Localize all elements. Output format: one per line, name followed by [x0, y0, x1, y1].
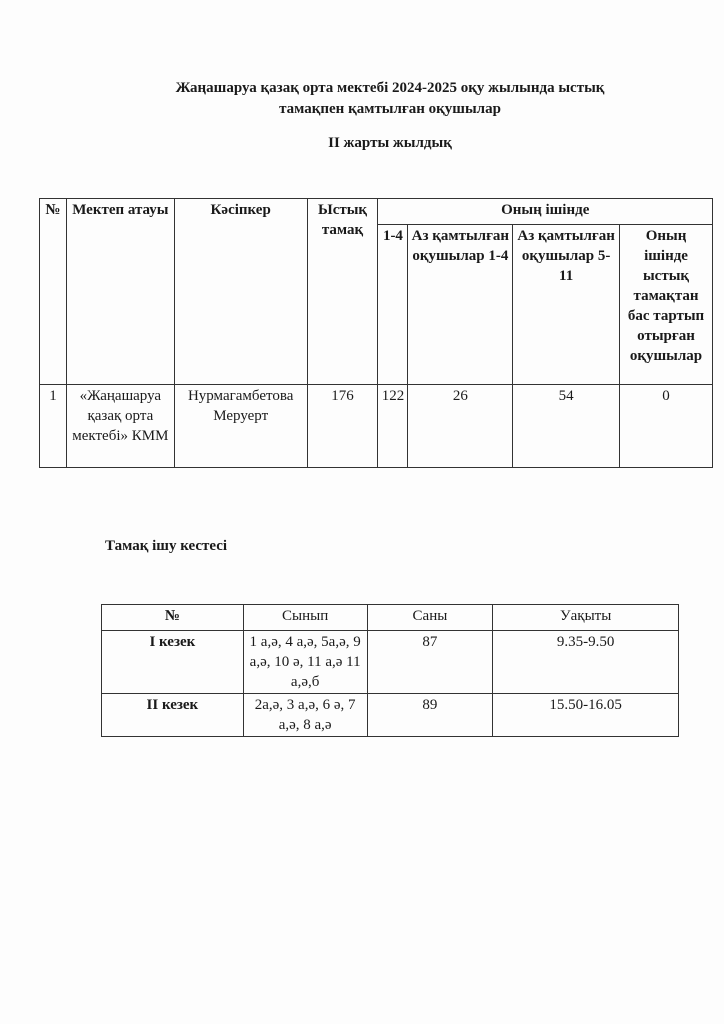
subheader-1-4: 1-4 — [377, 224, 409, 385]
section2-title: Тамақ ішу кестесі — [105, 538, 228, 554]
meal-schedule-table: № Сынып Саны Уақыты I кезек 1 а,ә, 4 а,ә… — [101, 604, 679, 737]
cell-classes: 2а,ә, 3 а,ә, 6 ә, 7 а,ә, 8 а,ә — [242, 693, 368, 737]
title-line-1: Жаңашаруа қазақ орта мектебі 2024-2025 о… — [175, 80, 605, 96]
cell-classes: 1 а,ә, 4 а,ә, 5а,ә, 9 а,ә, 10 ә, 11 а,ә … — [242, 630, 368, 694]
title-line-2: тамақпен қамтылған оқушылар — [279, 101, 501, 117]
subtitle: II жарты жылдық — [328, 135, 452, 151]
hot-meals-table: № Мектеп атауы Кәсіпкер Ыстық тамақ Оның… — [39, 198, 713, 468]
cell-1-4: 122 — [377, 384, 409, 468]
header-entrepreneur: Кәсіпкер — [173, 198, 308, 385]
header-class: Сынып — [242, 604, 368, 631]
cell-refused: 0 — [619, 384, 713, 468]
header-number: № — [39, 198, 67, 385]
cell-time: 15.50-16.05 — [492, 693, 679, 737]
cell-hot-meal: 176 — [306, 384, 379, 468]
header-number: № — [101, 604, 244, 631]
header-hot-meal: Ыстық тамақ — [306, 198, 379, 385]
cell-time: 9.35-9.50 — [492, 630, 679, 694]
cell-low-income-5-11: 54 — [512, 384, 621, 468]
table-row: 1 «Жаңашаруа қазақ орта мектебі» КММ Нур… — [39, 384, 713, 468]
cell-count: 87 — [366, 630, 494, 694]
cell-number: 1 — [39, 384, 67, 468]
table-row: II кезек 2а,ә, 3 а,ә, 6 ә, 7 а,ә, 8 а,ә … — [101, 693, 679, 737]
header-school-name: Мектеп атауы — [65, 198, 175, 385]
header-time: Уақыты — [492, 604, 679, 631]
cell-shift: I кезек — [101, 630, 244, 694]
cell-school: «Жаңашаруа қазақ орта мектебі» КММ — [65, 384, 175, 468]
table-row: I кезек 1 а,ә, 4 а,ә, 5а,ә, 9 а,ә, 10 ә,… — [101, 630, 679, 694]
cell-shift: II кезек — [101, 693, 244, 737]
cell-entrepreneur: Нурмагамбетова Меруерт — [173, 384, 308, 468]
cell-low-income-1-4: 26 — [407, 384, 514, 468]
header-of-which: Оның ішінде — [377, 198, 713, 225]
subheader-low-income-5-11: Аз қамтылған оқушылар 5-11 — [512, 224, 621, 385]
subheader-refused: Оның ішінде ыстық тамақтан бас тартып от… — [619, 224, 713, 385]
subheader-low-income-1-4: Аз қамтылған оқушылар 1-4 — [407, 224, 514, 385]
header-count: Саны — [366, 604, 494, 631]
cell-count: 89 — [366, 693, 494, 737]
